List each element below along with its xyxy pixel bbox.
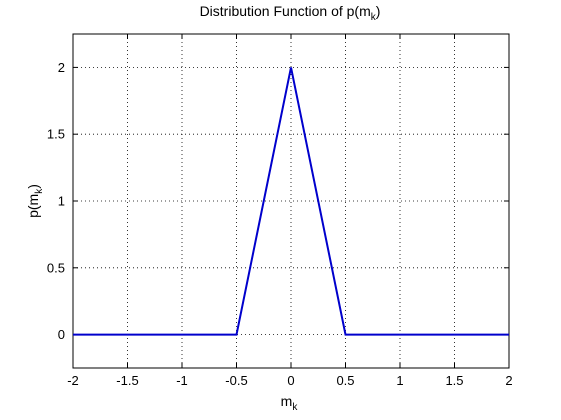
y-axis-label: p(mk)	[25, 184, 45, 218]
x-tick-label: -2	[67, 373, 79, 388]
series-layer	[73, 67, 509, 336]
x-tick-label: 0	[287, 373, 294, 388]
x-tick-labels: -2 -1.5 -1 -0.5 0 0.5 1 1.5 2	[67, 373, 512, 388]
y-tick-label: 2	[58, 60, 65, 75]
tick-marks	[72, 34, 510, 368]
x-tick-label: -1	[176, 373, 188, 388]
chart-title: Distribution Function of p(mk)	[200, 3, 381, 23]
y-tick-label: 0.5	[47, 260, 65, 275]
x-tick-label: 2	[505, 373, 512, 388]
y-tick-label: 0	[58, 327, 65, 342]
x-tick-label: -1.5	[116, 373, 138, 388]
y-tick-label: 1.5	[47, 127, 65, 142]
y-tick-labels: 0 0.5 1 1.5 2	[47, 60, 65, 342]
x-tick-label: -0.5	[225, 373, 247, 388]
x-tick-label: 0.5	[336, 373, 354, 388]
x-tick-label: 1	[396, 373, 403, 388]
x-axis-label: mk	[281, 393, 299, 413]
series-line	[73, 67, 509, 336]
plot-area	[72, 33, 510, 369]
y-tick-label: 1	[58, 194, 65, 209]
x-tick-label: 1.5	[445, 373, 463, 388]
